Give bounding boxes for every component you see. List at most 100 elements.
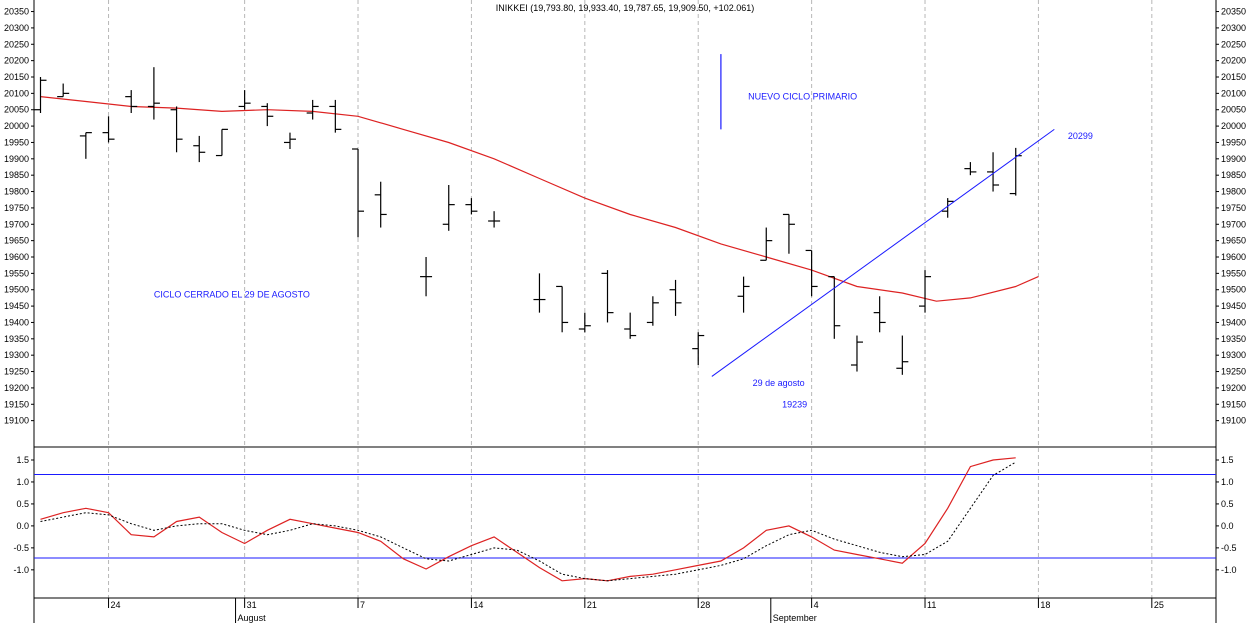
price-tick-label: 19750 — [4, 203, 29, 213]
ohlc-bar — [850, 335, 863, 372]
moving-average-line — [40, 96, 1039, 302]
price-tick-label: 19100 — [4, 416, 29, 426]
price-tick-label: 19900 — [4, 154, 29, 164]
ohlc-bar — [556, 285, 569, 333]
price-tick-label: 20350 — [4, 7, 29, 17]
ohlc-bar — [896, 335, 909, 375]
price-tick-label: 20050 — [1221, 105, 1246, 115]
annotations-layer: NUEVO CICLO PRIMARIO 20299 CICLO CERRADO E… — [154, 92, 1093, 410]
ohlc-bar — [329, 99, 342, 133]
ohlc-bar — [79, 132, 92, 159]
ohlc-bar — [420, 257, 433, 297]
price-tick-label: 19150 — [4, 399, 29, 409]
price-tick-label: 20200 — [1221, 56, 1246, 66]
ohlc-bar — [215, 128, 228, 157]
osc-tick-label: 0.0 — [1221, 521, 1234, 531]
price-tick-label: 19350 — [4, 334, 29, 344]
price-axis-right: 19100 19150 19200 19250 19300 19350 19400 19450… — [1216, 7, 1246, 426]
chart-title: INIKKEI (19,793.80, 19,933.40, 19,787.65… — [496, 3, 754, 13]
ohlc-bar — [919, 270, 932, 313]
date-tick-label: 14 — [473, 600, 483, 610]
price-axis-left: 19100 19150 19200 19250 19300 19350 19400 19450… — [4, 7, 34, 426]
osc-tick-label: 1.5 — [1221, 455, 1234, 465]
date-tick-label: 25 — [1154, 600, 1164, 610]
price-tick-label: 19500 — [1221, 285, 1246, 295]
ohlc-bar — [533, 273, 546, 313]
price-tick-label: 19350 — [1221, 334, 1246, 344]
osc-tick-label: 0.5 — [1221, 499, 1234, 509]
ohlc-bars-layer — [34, 67, 1022, 375]
annotation: 29 de agosto — [753, 378, 805, 388]
month-label: September — [773, 613, 817, 623]
price-tick-label: 19950 — [1221, 137, 1246, 147]
ohlc-bar — [34, 77, 47, 113]
price-tick-label: 19300 — [1221, 350, 1246, 360]
osc-tick-label: -0.5 — [1221, 543, 1237, 553]
ohlc-bar — [238, 90, 251, 110]
ohlc-bar — [283, 132, 296, 149]
price-tick-label: 19650 — [1221, 236, 1246, 246]
ohlc-bar — [624, 312, 637, 339]
price-tick-label: 19450 — [4, 301, 29, 311]
date-tick-label: 11 — [927, 600, 936, 610]
month-label: August — [238, 613, 267, 623]
price-tick-label: 19500 — [4, 285, 29, 295]
oscillator-signal-line — [40, 461, 1016, 582]
grid-lines — [108, 0, 1153, 598]
price-tick-label: 19200 — [1221, 383, 1246, 393]
ohlc-bar — [737, 276, 750, 313]
osc-tick-label: -1.0 — [1221, 565, 1237, 575]
ohlc-bar — [578, 312, 591, 333]
ohlc-bar — [964, 162, 977, 176]
oscillator-line — [40, 457, 1016, 582]
chart-frame — [33, 0, 1217, 623]
ohlc-bar — [669, 279, 682, 316]
osc-tick-label: 1.5 — [16, 455, 29, 465]
price-tick-label: 20250 — [4, 39, 29, 49]
ohlc-bar — [125, 90, 138, 113]
price-tick-label: 19800 — [1221, 187, 1246, 197]
price-tick-label: 19750 — [1221, 203, 1246, 213]
price-tick-label: 19550 — [4, 268, 29, 278]
price-tick-label: 19250 — [4, 367, 29, 377]
ohlc-bar — [442, 185, 455, 231]
ohlc-bar — [692, 332, 705, 365]
price-tick-label: 20300 — [4, 23, 29, 33]
price-tick-label: 20200 — [4, 56, 29, 66]
price-tick-label: 19250 — [1221, 367, 1246, 377]
price-tick-label: 20050 — [4, 105, 29, 115]
price-tick-label: 19950 — [4, 137, 29, 147]
annotation: CICLO CERRADO EL 29 DE AGOSTO — [154, 290, 310, 300]
ohlc-bar — [102, 116, 115, 143]
price-tick-label: 20250 — [1221, 39, 1246, 49]
ohlc-bar — [1009, 147, 1022, 196]
ohlc-bar — [941, 198, 954, 218]
ohlc-bar — [147, 67, 160, 120]
trendline — [711, 128, 1055, 377]
price-tick-label: 20000 — [4, 121, 29, 131]
date-tick-label: 4 — [814, 600, 819, 610]
osc-tick-label: 1.0 — [16, 477, 29, 487]
price-tick-label: 19600 — [4, 252, 29, 262]
ohlc-bar — [601, 270, 614, 323]
price-tick-label: 19600 — [1221, 252, 1246, 262]
annotation: 19239 — [782, 399, 807, 409]
price-tick-label: 19700 — [4, 219, 29, 229]
osc-tick-label: -0.5 — [13, 543, 29, 553]
ohlc-bar — [987, 152, 1000, 192]
osc-tick-label: 1.0 — [1221, 477, 1234, 487]
date-tick-label: 24 — [111, 600, 121, 610]
date-tick-label: 18 — [1040, 600, 1050, 610]
ohlc-bar — [374, 181, 387, 228]
price-tick-label: 20300 — [1221, 23, 1246, 33]
price-tick-label: 19550 — [1221, 268, 1246, 278]
osc-tick-label: 0.0 — [16, 521, 29, 531]
oscillator-layer: -1.0 -1.0 -0.5 -0.5 0.0 0.0 0.5 0.5 1.0 1.0 1.5 1.5 — [13, 455, 1237, 582]
price-tick-label: 19300 — [4, 350, 29, 360]
ohlc-bar — [306, 99, 319, 120]
price-tick-label: 20100 — [4, 88, 29, 98]
price-tick-label: 19700 — [1221, 219, 1246, 229]
price-tick-label: 19400 — [1221, 317, 1246, 327]
price-tick-label: 19850 — [1221, 170, 1246, 180]
price-tick-label: 19100 — [1221, 416, 1246, 426]
